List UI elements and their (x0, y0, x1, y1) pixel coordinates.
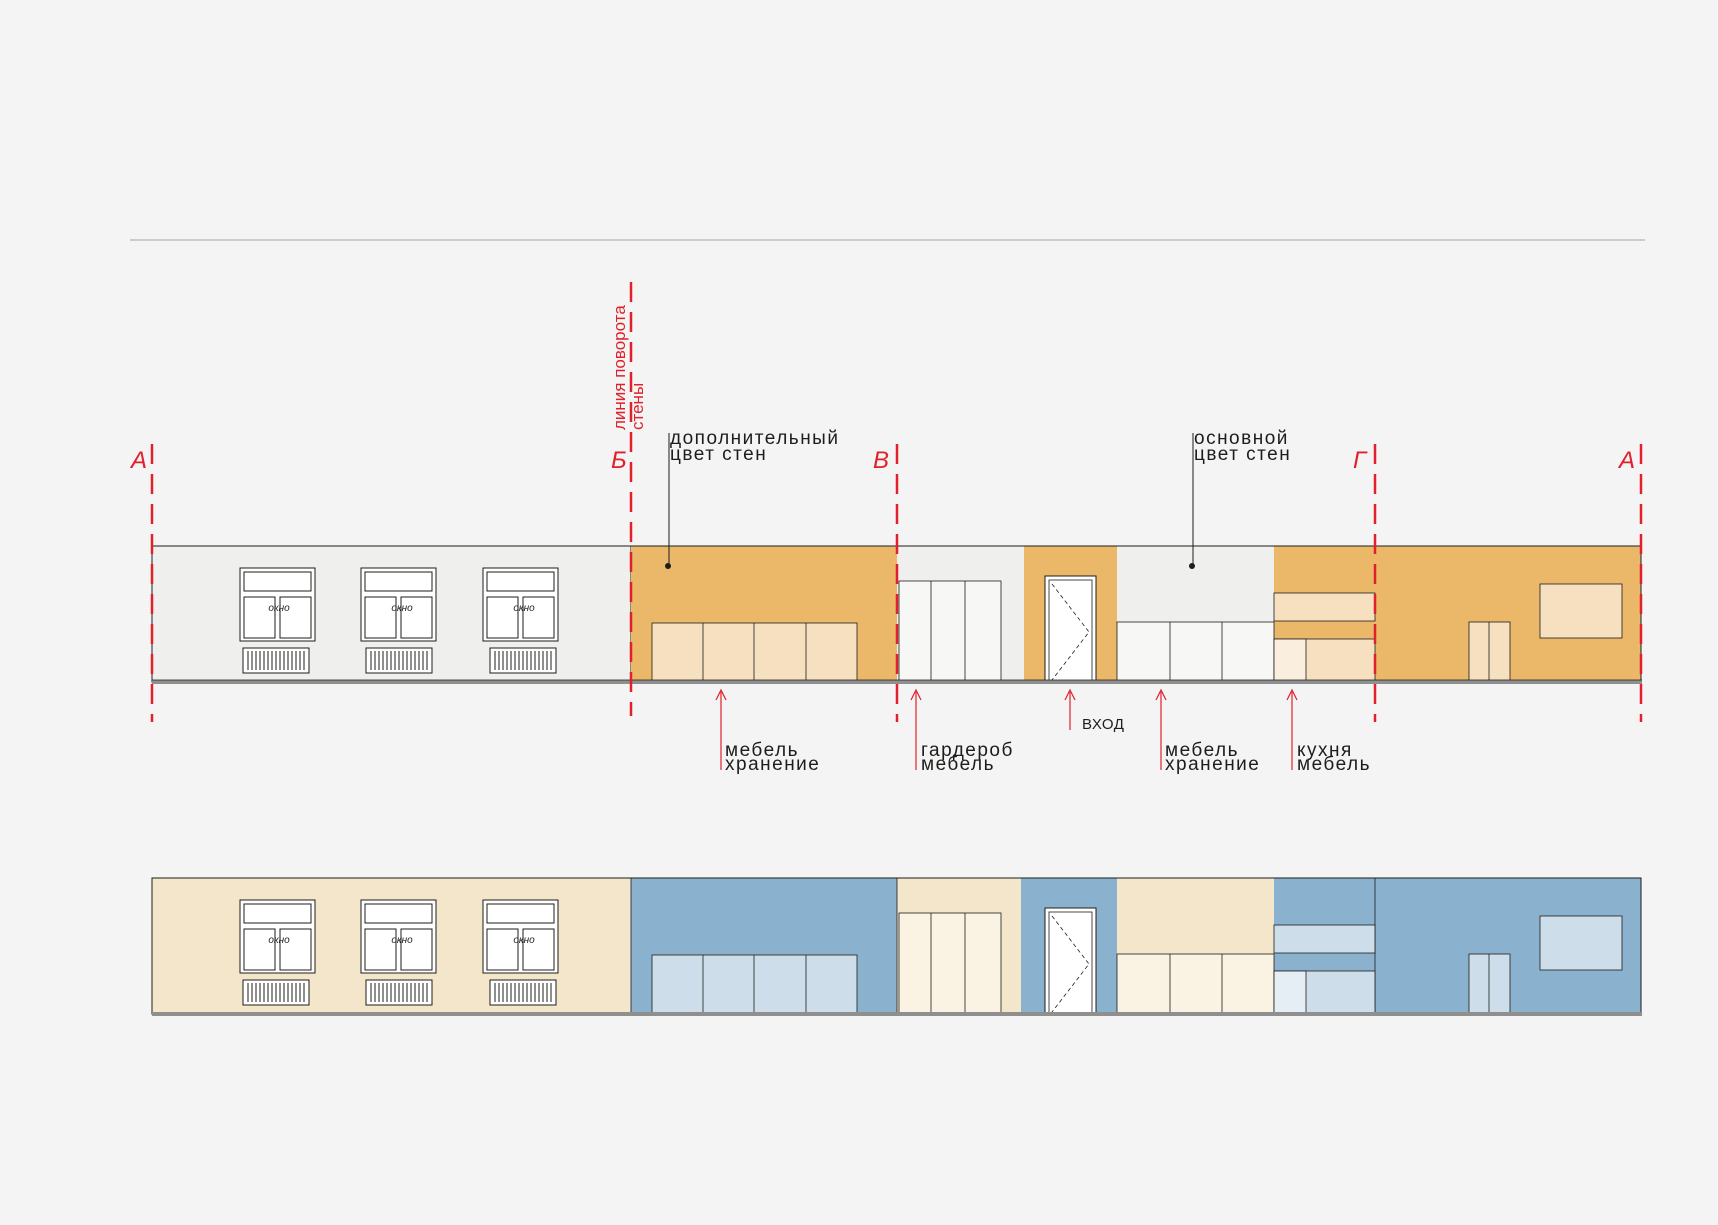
section-marker-a-right: А (1617, 447, 1635, 474)
section-marker-a-left: А (129, 447, 147, 474)
floor-strip (152, 680, 1642, 684)
radiator-1 (242, 979, 310, 1006)
label-wardrobe-line-1: гардероб (921, 740, 1014, 761)
window-1: окно (239, 899, 316, 974)
callout-main-line-2: цвет стен (1194, 444, 1291, 465)
entrance-door (1044, 575, 1097, 683)
wardrobe-furniture (898, 912, 1002, 1015)
window-label: окно (391, 935, 413, 946)
rotation-line-label-1: линия поворота (610, 305, 629, 430)
rotation-line-label-2: стены (628, 383, 647, 430)
furniture-arrows (715, 688, 1298, 770)
storage-furniture-1 (651, 622, 858, 683)
label-kitchen-line-1: кухня (1297, 740, 1353, 761)
entrance-door (1044, 907, 1097, 1015)
radiator-2 (365, 979, 433, 1006)
label-storage-2-line-2: хранение (1165, 754, 1260, 775)
section-marker-v: В (873, 447, 889, 474)
elevation-scheme-2: окно окно окно (151, 877, 1642, 1016)
window-label: окно (513, 603, 535, 614)
label-kitchen-line-2: мебель (1297, 754, 1371, 775)
tall-cabinet (1468, 953, 1511, 1015)
radiator-3 (489, 647, 557, 674)
wall-panel (1539, 915, 1623, 971)
window-3: окно (482, 567, 559, 642)
window-2: окно (360, 567, 437, 642)
callout-dot-accent (665, 563, 671, 569)
storage-furniture-2 (1116, 953, 1275, 1015)
label-storage-1-line-2: хранение (725, 754, 820, 775)
section-marker-b: Б (611, 447, 627, 474)
label-entrance: вход (1082, 716, 1124, 733)
callout-dot-main (1189, 563, 1195, 569)
callout-main-line-1: основной (1194, 428, 1289, 449)
radiator-3 (489, 979, 557, 1006)
label-storage-2-line-1: мебель (1165, 740, 1239, 761)
kitchen-furniture (1273, 592, 1376, 683)
radiator-2 (365, 647, 433, 674)
tall-cabinet (1468, 621, 1511, 683)
window-label: окно (268, 603, 290, 614)
wardrobe-furniture (898, 580, 1002, 683)
window-1: окно (239, 567, 316, 642)
label-wardrobe-line-2: мебель (921, 754, 995, 775)
section-lines (150, 282, 1643, 722)
callout-accent-line-2: цвет стен (670, 444, 767, 465)
section-marker-g: Г (1353, 447, 1368, 474)
elevation-scheme-1: окно окно окно (151, 428, 1642, 684)
kitchen-furniture (1273, 924, 1376, 1015)
storage-furniture-2 (1116, 621, 1275, 683)
label-storage-1-line-1: мебель (725, 740, 799, 761)
storage-furniture-1 (651, 954, 858, 1015)
floor-strip (152, 1012, 1642, 1016)
window-label: окно (391, 603, 413, 614)
wall-panel (1539, 583, 1623, 639)
callout-accent-line-1: дополнительный (670, 428, 839, 449)
window-label: окно (513, 935, 535, 946)
window-2: окно (360, 899, 437, 974)
radiator-1 (242, 647, 310, 674)
window-3: окно (482, 899, 559, 974)
window-label: окно (268, 935, 290, 946)
